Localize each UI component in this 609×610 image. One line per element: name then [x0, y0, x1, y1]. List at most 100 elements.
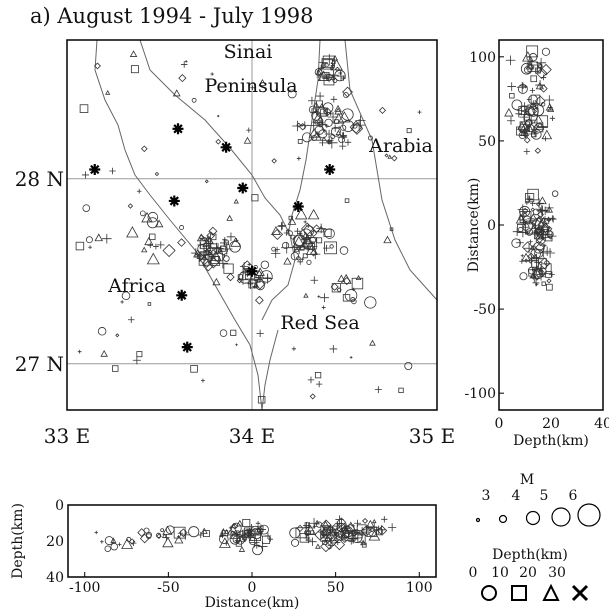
earthquake-marker — [319, 121, 325, 126]
profile-event-marker — [511, 99, 523, 111]
earthquake-marker — [406, 128, 412, 134]
profile-event-marker — [173, 526, 186, 539]
earthquake-marker — [191, 97, 197, 103]
profile-event-marker — [533, 124, 539, 129]
earthquake-marker — [252, 281, 259, 288]
profile-event-marker — [388, 523, 397, 532]
magnitude-legend-circle — [551, 507, 571, 527]
earthquake-marker — [127, 316, 135, 323]
right-profile-x-axis-label: Depth(km) — [513, 433, 589, 449]
profile-event-marker — [320, 540, 332, 553]
earthquake-marker — [139, 210, 146, 217]
profile-event-marker — [248, 528, 255, 534]
profile-event-marker — [523, 148, 530, 155]
earthquake-marker — [295, 255, 302, 261]
earthquake-marker — [316, 380, 323, 388]
profile-event-marker — [519, 272, 528, 281]
earthquake-marker — [351, 298, 357, 305]
earthquake-marker — [326, 139, 332, 145]
profile-event-marker — [104, 545, 111, 553]
earthquake-marker — [235, 343, 238, 346]
earthquake-marker — [120, 300, 124, 304]
profile-event-marker — [238, 546, 246, 552]
profile-event-marker — [505, 55, 516, 66]
earthquake-marker — [219, 329, 228, 337]
profile-event-marker — [535, 67, 548, 80]
profile-event-marker — [249, 524, 254, 529]
profile-event-marker — [541, 129, 553, 140]
profile-event-marker — [526, 45, 539, 58]
earthquake-marker — [324, 72, 334, 83]
earthquake-marker — [200, 250, 210, 260]
profile-event-marker — [236, 536, 245, 545]
earthquake-marker — [343, 92, 349, 99]
profile-event-marker — [305, 530, 310, 535]
earthquake-marker — [223, 255, 230, 262]
earthquake-marker — [355, 115, 366, 126]
bottom-profile-y-tick-label: 20 — [46, 534, 64, 550]
earthquake-marker — [316, 69, 323, 75]
profile-event-marker — [529, 273, 540, 283]
earthquake-marker — [350, 122, 364, 135]
earthquake-marker — [287, 216, 297, 225]
map-y-tick-label: 27 N — [15, 352, 64, 376]
profile-event-marker — [520, 254, 524, 258]
profile-event-marker — [322, 525, 328, 531]
magnitude-legend-label: 6 — [569, 488, 578, 504]
profile-event-marker — [549, 115, 556, 121]
profile-event-marker — [549, 215, 556, 222]
profile-event-marker — [163, 534, 170, 541]
earthquake-marker — [294, 234, 306, 247]
earthquake-marker — [283, 230, 290, 236]
earthquake-marker — [307, 96, 316, 105]
earthquake-marker — [79, 104, 89, 113]
profile-event-marker — [328, 525, 337, 534]
profile-event-marker — [100, 539, 104, 544]
earthquake-marker — [226, 232, 236, 242]
right-profile-y-tick-label: -50 — [473, 302, 496, 318]
profile-event-marker — [291, 538, 300, 547]
depth-legend-cross — [571, 584, 589, 602]
earthquake-marker — [289, 242, 300, 253]
profile-event-marker — [531, 219, 537, 225]
map-region-label: Red Sea — [280, 312, 359, 334]
profile-event-marker — [540, 63, 552, 76]
profile-event-marker — [145, 531, 152, 538]
profile-event-marker — [521, 252, 531, 261]
earthquake-marker — [254, 277, 266, 290]
earthquake-marker — [215, 138, 222, 145]
earthquake-marker — [306, 259, 312, 265]
earthquake-marker — [147, 211, 159, 223]
earthquake-marker — [307, 243, 315, 251]
seismic-station-marker — [172, 123, 184, 135]
earthquake-marker — [256, 329, 264, 338]
earthquake-marker — [82, 204, 91, 212]
profile-event-marker — [530, 75, 538, 83]
earthquake-marker — [154, 171, 160, 177]
earthquake-marker — [314, 372, 322, 379]
earthquake-marker — [255, 267, 265, 276]
earthquake-marker — [97, 327, 107, 336]
earthquake-marker — [190, 365, 198, 373]
profile-event-marker — [303, 522, 311, 529]
profile-event-marker — [308, 537, 317, 546]
earthquake-marker — [387, 154, 393, 159]
profile-event-marker — [162, 525, 173, 535]
earthquake-marker — [309, 393, 316, 400]
earthquake-marker — [200, 378, 205, 383]
bottom-profile-x-axis-label: Distance(km) — [205, 595, 300, 610]
profile-event-marker — [219, 532, 224, 537]
seismic-station-marker — [181, 341, 193, 353]
profile-event-marker — [520, 102, 529, 110]
bottom-profile-y-axis-label: Depth(km) — [10, 503, 26, 579]
profile-event-marker — [253, 542, 260, 549]
map-region-label: Peninsula — [204, 75, 297, 97]
profile-event-marker — [268, 536, 274, 542]
profile-event-marker — [519, 258, 525, 264]
profile-event-marker — [507, 82, 517, 91]
earthquake-marker — [338, 111, 351, 123]
depth-legend-label: 0 — [469, 565, 478, 581]
earthquake-marker — [344, 289, 358, 302]
earthquake-marker — [322, 107, 332, 117]
profile-event-marker — [532, 279, 540, 287]
